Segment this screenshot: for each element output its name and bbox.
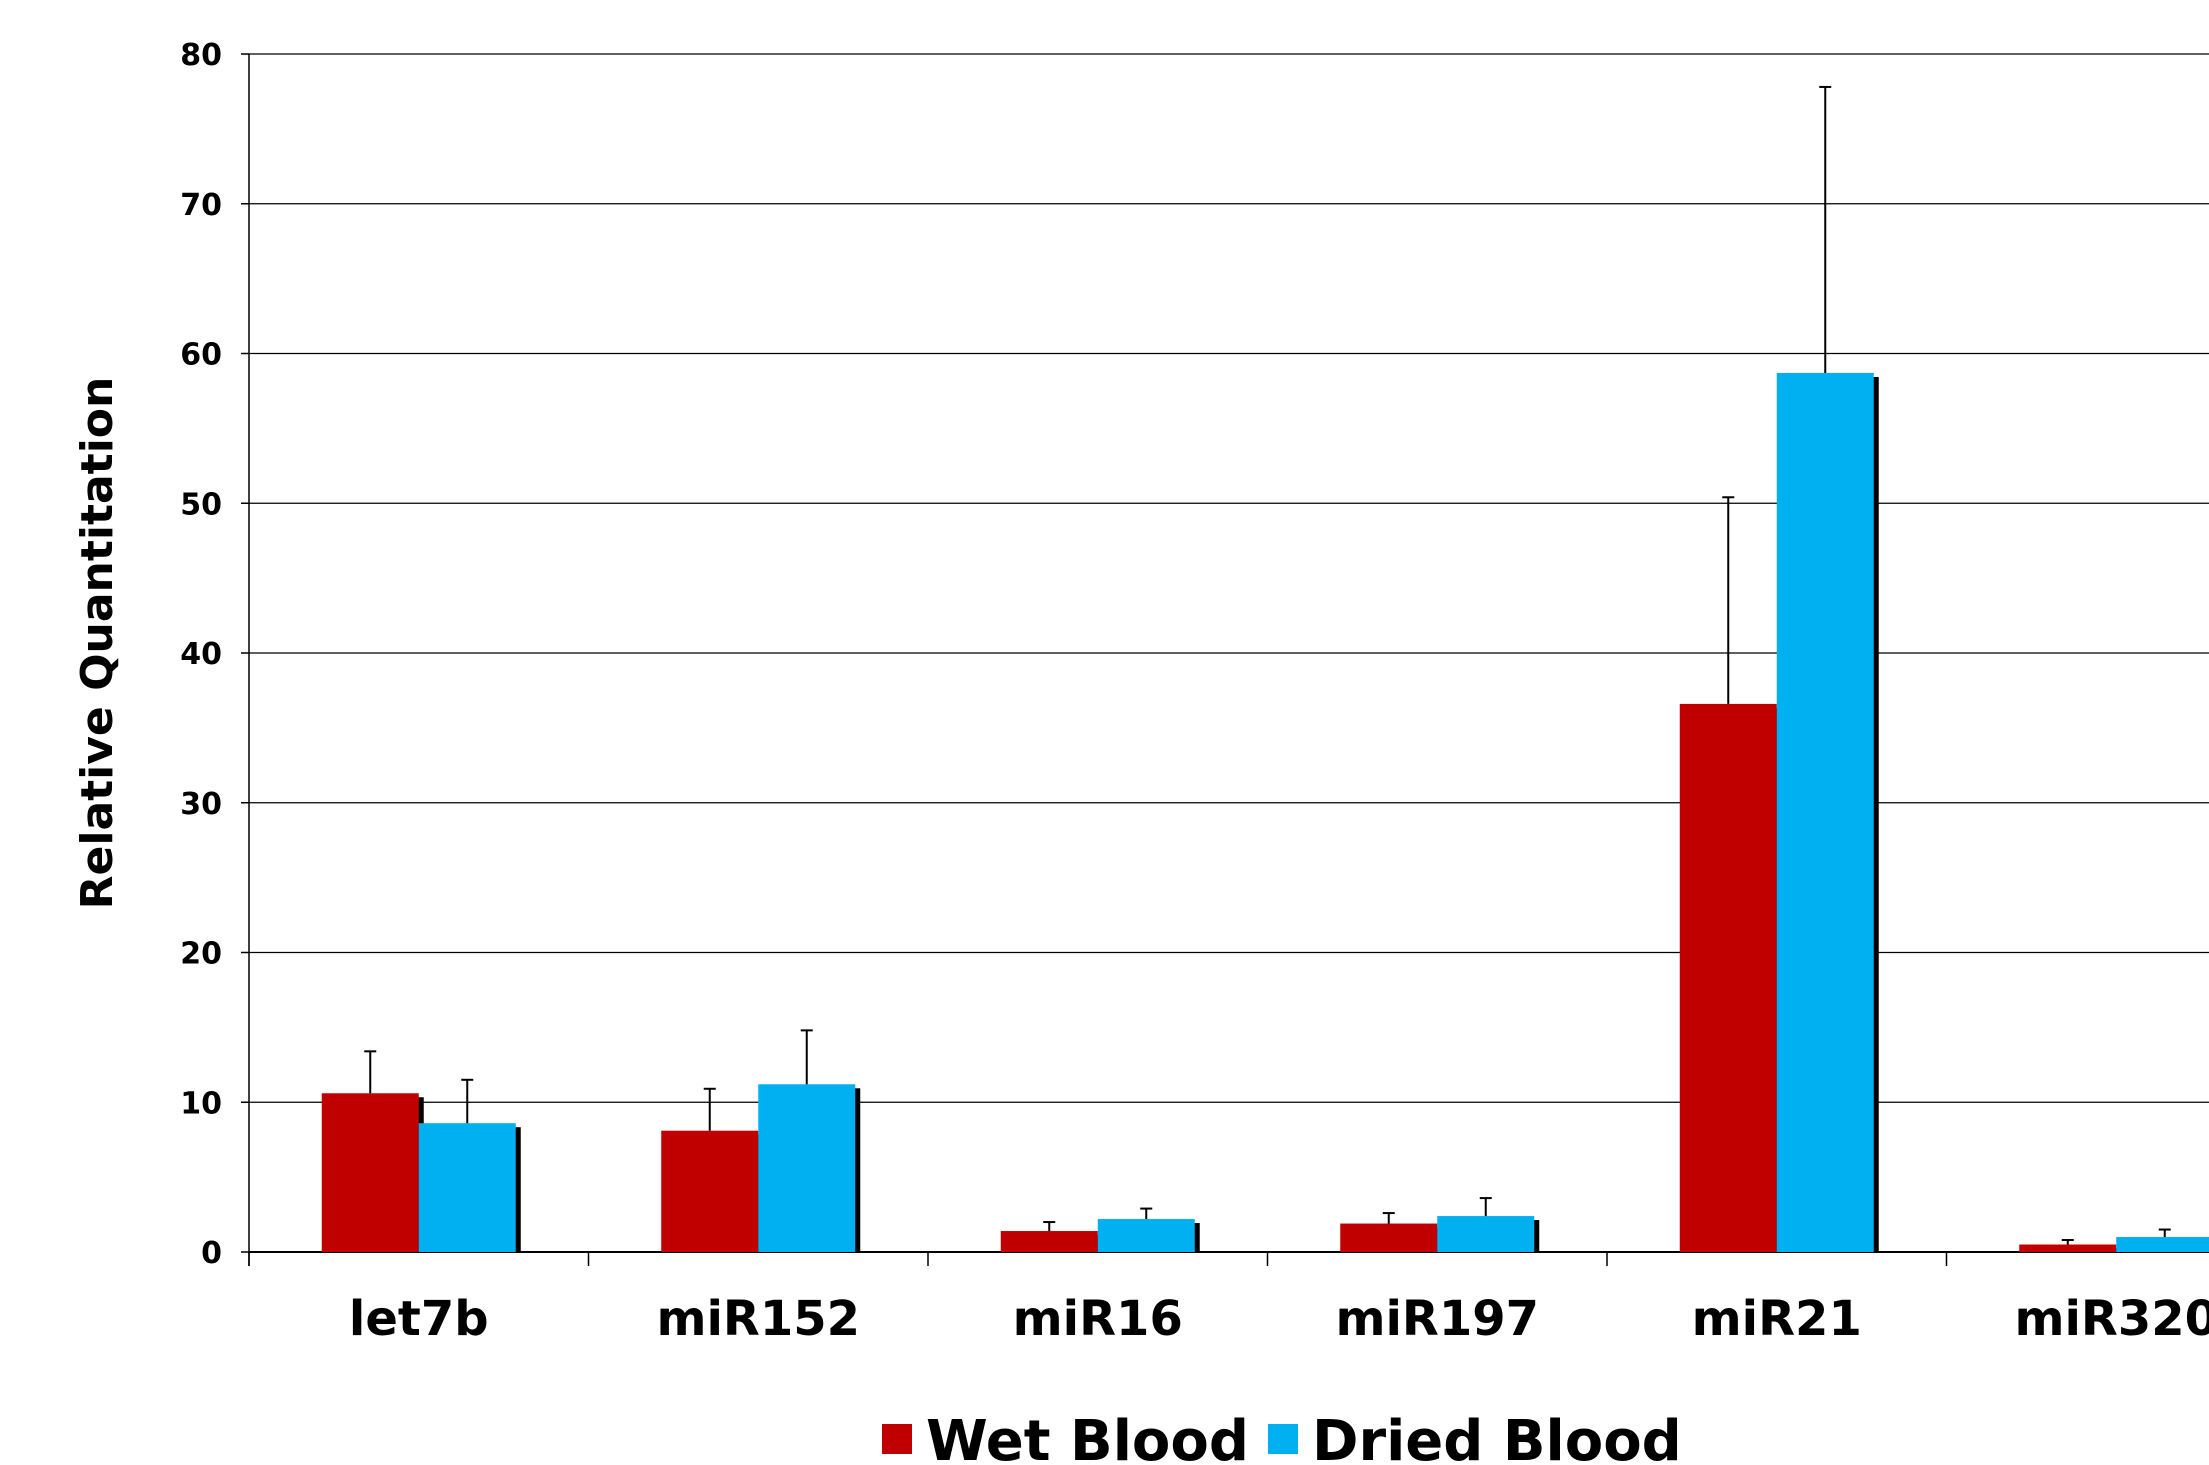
y-tick-label: 70 [180,188,222,223]
x-tick-label: let7b [349,1291,489,1347]
legend-swatch [882,1424,912,1454]
bar-wet-blood-mir21 [1679,703,1777,1252]
error-bars [364,85,2171,1245]
y-tick-label: 80 [180,38,222,73]
bar-dried-blood-mir16 [1097,1219,1195,1252]
x-category-labels: let7b miR152 miR16 miR197 miR21 miR320 [349,1291,2209,1347]
legend-label: Dried Blood [1312,1409,1682,1465]
y-tick-label: 0 [201,1236,222,1271]
y-tick-label: 20 [180,937,222,972]
y-tick-label: 10 [180,1086,222,1121]
y-axis-title: Relative Quantitation [72,377,123,910]
bar-wet-blood-mir197 [1340,1223,1438,1252]
bar-wet-blood-mir16 [1000,1231,1098,1252]
y-tick-label: 30 [180,787,222,822]
legend-label: Wet Blood [926,1409,1249,1465]
bar-dried-blood-mir320 [2116,1237,2209,1252]
x-tick-label: miR16 [1013,1291,1183,1347]
x-tick-label: miR320 [2014,1291,2209,1347]
gridlines [249,53,2209,1253]
x-tick-label: miR197 [1335,1291,1539,1347]
y-tick-label: 40 [180,637,222,672]
bar-wet-blood-mir152 [661,1130,759,1252]
bars [321,372,2209,1252]
bar-wet-blood-let7b [321,1093,419,1252]
legend: Wet Blood Dried Blood [882,1409,1682,1465]
bar-dried-blood-mir197 [1437,1216,1535,1252]
x-tick-label: miR21 [1692,1291,1862,1347]
bar-dried-blood-mir152 [758,1084,856,1252]
x-tick-label: miR152 [656,1291,860,1347]
axes [241,53,1948,1266]
bar-dried-blood-mir21 [1776,372,1874,1252]
bar-wet-blood-mir320 [2019,1244,2117,1252]
bar-dried-blood-let7b [418,1123,516,1252]
y-tick-labels: 0 10 20 30 40 50 60 70 80 [180,38,222,1271]
legend-swatch [1268,1424,1298,1454]
y-tick-label: 60 [180,338,222,373]
y-tick-label: 50 [180,487,222,522]
